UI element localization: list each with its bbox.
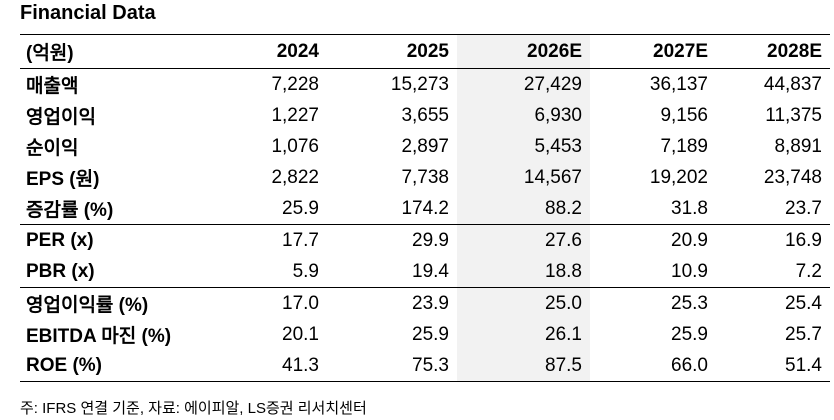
row-label: EBITDA 마진 (%) bbox=[26, 326, 172, 347]
cell: 15,273 bbox=[390, 73, 449, 95]
cell: 2,822 bbox=[271, 166, 319, 188]
table-row: PER (x) 17.7 29.9 27.6 20.9 16.9 bbox=[20, 224, 830, 256]
cell: 25.7 bbox=[785, 323, 822, 345]
cell: 10.9 bbox=[590, 256, 716, 288]
cell: 66.0 bbox=[590, 350, 716, 382]
cell: 25.9 bbox=[671, 323, 708, 345]
cell: 7,738 bbox=[401, 166, 449, 188]
cell: 3,655 bbox=[401, 104, 449, 126]
column-header: 2024 bbox=[200, 34, 327, 69]
table-row: 영업이익 1,227 3,655 6,930 9,156 11,375 bbox=[20, 100, 830, 131]
cell: 2,897 bbox=[401, 135, 449, 157]
cell: 87.5 bbox=[457, 350, 590, 382]
cell: 7.2 bbox=[716, 256, 830, 288]
column-header: 2026E bbox=[457, 34, 590, 69]
cell: 25.9 bbox=[200, 193, 327, 225]
table-row: 증감률 (%) 25.9 174.2 88.2 31.8 23.7 bbox=[20, 193, 830, 225]
cell: 26.1 bbox=[457, 319, 590, 350]
cell: 17.0 bbox=[282, 292, 319, 314]
cell: 5.9 bbox=[200, 256, 327, 288]
row-label: 매출액 bbox=[26, 76, 79, 97]
row-label: EPS (원) bbox=[26, 169, 100, 190]
header-row: (억원) 2024 2025 2026E 2027E 2028E bbox=[20, 34, 830, 69]
cell: 51.4 bbox=[716, 350, 830, 382]
cell: 31.8 bbox=[590, 193, 716, 225]
cell: 20.1 bbox=[282, 323, 319, 345]
row-label: 영업이익 bbox=[26, 107, 96, 128]
cell: 27.6 bbox=[457, 224, 590, 256]
cell: 6,930 bbox=[457, 100, 590, 131]
cell: 25.3 bbox=[671, 292, 708, 314]
row-label: PBR (x) bbox=[20, 256, 200, 288]
cell: 27,429 bbox=[457, 68, 590, 100]
cell: 18.8 bbox=[457, 256, 590, 288]
cell: 8,891 bbox=[774, 135, 822, 157]
cell: 9,156 bbox=[660, 104, 708, 126]
table-row: PBR (x) 5.9 19.4 18.8 10.9 7.2 bbox=[20, 256, 830, 288]
cell: 1,227 bbox=[271, 104, 319, 126]
cell: 19.4 bbox=[327, 256, 457, 288]
column-header: 2028E bbox=[716, 34, 830, 69]
column-header: 2027E bbox=[590, 34, 716, 69]
table-row: EPS (원) 2,822 7,738 14,567 19,202 23,748 bbox=[20, 162, 830, 193]
table-row: 매출액 7,228 15,273 27,429 36,137 44,837 bbox=[20, 68, 830, 100]
cell: 16.9 bbox=[785, 229, 822, 251]
row-label: PER (x) bbox=[26, 229, 94, 251]
cell: 25.0 bbox=[457, 287, 590, 319]
footnote: 주: IFRS 연결 기준, 자료: 에이피알, LS증권 리서치센터 bbox=[20, 400, 367, 417]
cell: 11,375 bbox=[765, 104, 822, 126]
cell: 1,076 bbox=[271, 135, 319, 157]
column-header: (억원) bbox=[20, 34, 200, 69]
cell: 23.9 bbox=[412, 292, 449, 314]
cell: 7,228 bbox=[271, 73, 319, 95]
cell: 25.4 bbox=[785, 292, 822, 314]
table-row: ROE (%) 41.3 75.3 87.5 66.0 51.4 bbox=[20, 350, 830, 382]
row-label: 영업이익률 (%) bbox=[26, 295, 149, 316]
cell: 17.7 bbox=[282, 229, 319, 251]
cell: 20.9 bbox=[671, 229, 708, 251]
cell: 14,567 bbox=[457, 162, 590, 193]
cell: 19,202 bbox=[649, 166, 708, 188]
cell: 25.9 bbox=[412, 323, 449, 345]
cell: 23,748 bbox=[763, 166, 822, 188]
cell: 88.2 bbox=[457, 193, 590, 225]
table-row: 순이익 1,076 2,897 5,453 7,189 8,891 bbox=[20, 131, 830, 162]
financial-table: (억원) 2024 2025 2026E 2027E 2028E 매출액 7,228 15,2… bbox=[20, 34, 830, 382]
cell: 23.7 bbox=[716, 193, 830, 225]
table-row: EBITDA 마진 (%) 20.1 25.9 26.1 25.9 25.7 bbox=[20, 319, 830, 350]
row-label: ROE (%) bbox=[20, 350, 200, 382]
cell: 75.3 bbox=[327, 350, 457, 382]
row-label: 순이익 bbox=[26, 138, 79, 159]
cell: 7,189 bbox=[660, 135, 708, 157]
table-row: 영업이익률 (%) 17.0 23.9 25.0 25.3 25.4 bbox=[20, 287, 830, 319]
title: Financial Data bbox=[20, 2, 156, 24]
column-header: 2025 bbox=[327, 34, 457, 69]
cell: 5,453 bbox=[457, 131, 590, 162]
cell: 36,137 bbox=[649, 73, 708, 95]
cell: 174.2 bbox=[327, 193, 457, 225]
row-label: 증감률 (%) bbox=[20, 193, 200, 225]
cell: 29.9 bbox=[412, 229, 449, 251]
cell: 44,837 bbox=[763, 73, 822, 95]
cell: 41.3 bbox=[200, 350, 327, 382]
